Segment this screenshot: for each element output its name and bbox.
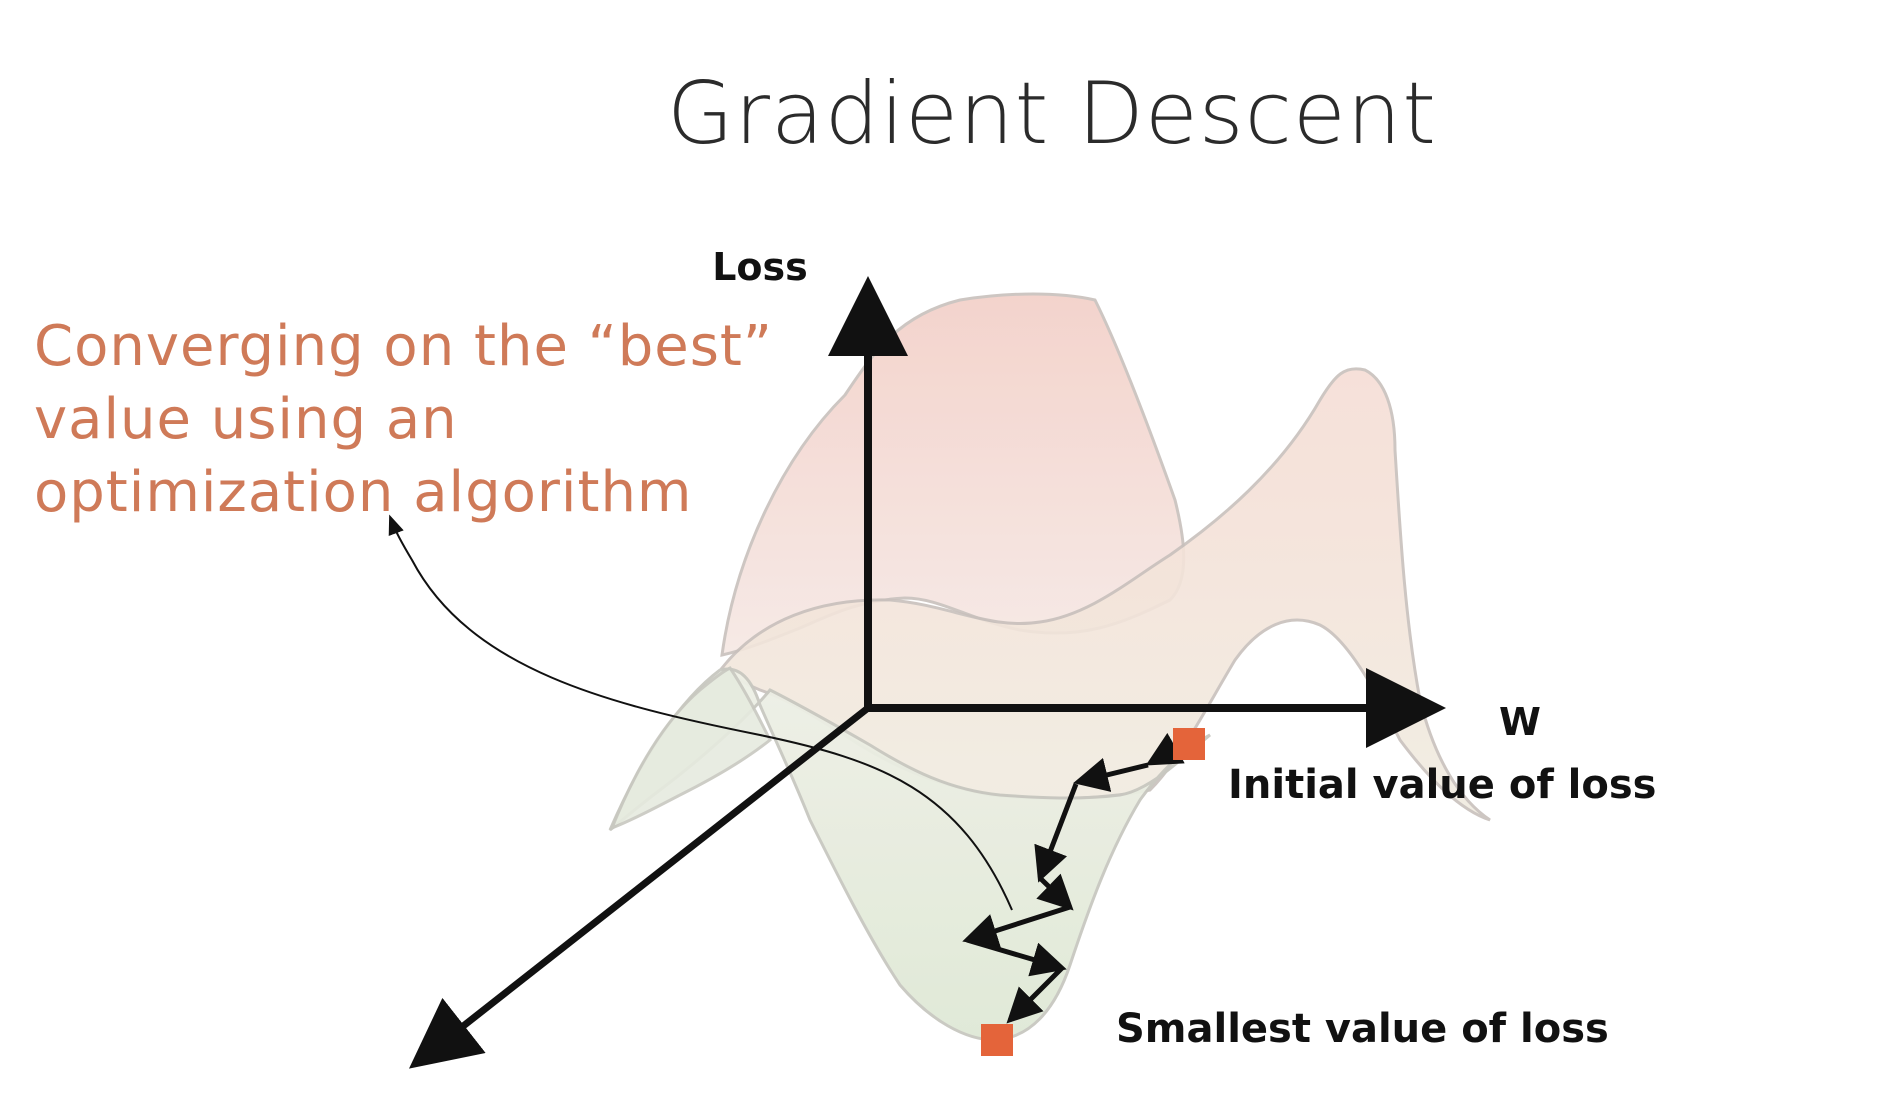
descent-path [962, 732, 1185, 1024]
slide-title: Gradient Descent [667, 64, 1437, 164]
smallest-loss-marker [981, 1024, 1013, 1056]
descent-step-5 [962, 904, 1071, 948]
descent-step-6 [966, 937, 1067, 977]
smallest-loss-label: Smallest value of loss [1116, 1006, 1609, 1052]
descent-step-2 [1073, 757, 1149, 792]
loss-axis-label: Loss [712, 245, 808, 289]
initial-loss-marker [1173, 728, 1205, 760]
descent-step-3 [1034, 783, 1079, 883]
loss-surface-left-lobe [609, 666, 772, 831]
callout-pointer [388, 514, 1013, 911]
depth-axis [408, 705, 871, 1069]
descent-step-4 [1036, 873, 1074, 911]
callout-line-2: value using an [34, 387, 458, 452]
initial-loss-label: Initial value of loss [1228, 762, 1656, 808]
callout-line-1: Converging on the “best” [34, 314, 773, 379]
callout-line-3: optimization algorithm [34, 460, 692, 525]
w-axis-label: W [1499, 700, 1541, 744]
descent-step-7 [1006, 966, 1064, 1024]
